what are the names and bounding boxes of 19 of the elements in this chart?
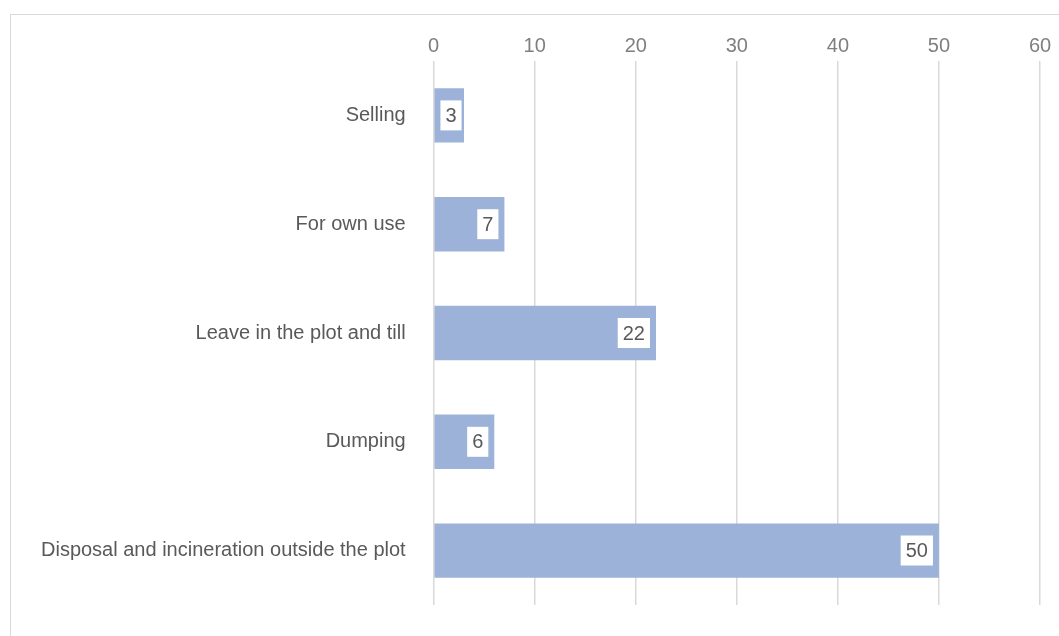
- x-tick-label: 40: [826, 33, 850, 56]
- data-label: 3: [445, 103, 457, 126]
- x-tick-label: 30: [725, 33, 748, 56]
- y-tick-label: Selling: [345, 102, 406, 125]
- y-tick-label: Disposal and incineration outside the plot: [40, 538, 407, 561]
- x-tick-label: 60: [1028, 33, 1052, 56]
- data-label: 50: [905, 539, 928, 562]
- bar: [434, 523, 939, 578]
- y-tick-label: For own use: [295, 211, 406, 234]
- x-tick-label: 50: [927, 33, 951, 56]
- x-tick-label: 0: [428, 33, 440, 56]
- x-tick-label: 10: [523, 33, 546, 56]
- y-tick-label: Dumping: [325, 429, 406, 452]
- x-tick-label: 20: [624, 33, 647, 56]
- data-label: 22: [622, 321, 645, 344]
- data-label: 6: [472, 430, 484, 453]
- bar: [434, 305, 656, 361]
- data-label: 7: [482, 212, 494, 235]
- y-tick-label: Leave in the plot and till: [195, 320, 406, 343]
